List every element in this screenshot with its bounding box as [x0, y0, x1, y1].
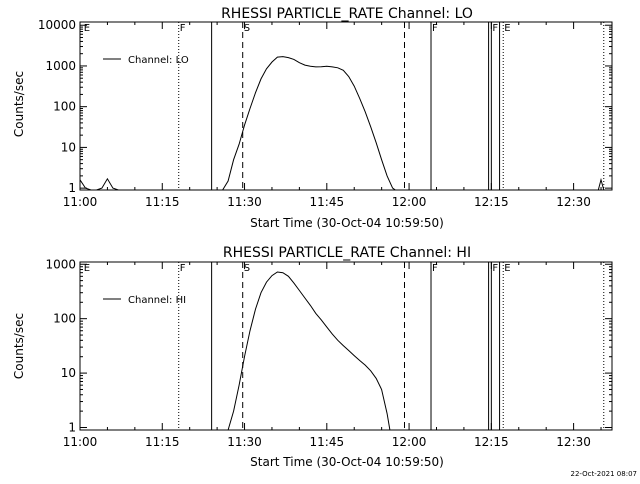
- x-tick-label: 12:15: [474, 195, 509, 209]
- x-tick-label: 11:30: [227, 435, 262, 449]
- flag-label: E: [504, 23, 510, 34]
- x-tick-label: 12:15: [474, 435, 509, 449]
- y-tick-label: 10000: [38, 18, 76, 32]
- flag-label: E: [504, 263, 510, 274]
- x-axis-label: Start Time (30-Oct-04 10:59:50): [250, 455, 444, 469]
- series-line: [79, 56, 605, 191]
- flag-label: S: [244, 23, 250, 34]
- y-tick-label: 1: [68, 421, 76, 435]
- y-tick-label: 10: [61, 366, 76, 380]
- flag-label: S: [244, 263, 250, 274]
- chart-hi: RHESSI PARTICLE_RATE Channel: HI Start T…: [12, 245, 613, 469]
- flag-label: F: [492, 23, 498, 34]
- flag-label: F: [432, 23, 438, 34]
- x-tick-label: 12:00: [392, 195, 427, 209]
- x-tick-label: 12:00: [392, 435, 427, 449]
- x-tick-label: 11:15: [145, 435, 180, 449]
- y-tick-label: 1000: [45, 257, 76, 271]
- plot-frame: [79, 21, 613, 191]
- y-tick-label: 1000: [45, 59, 76, 73]
- x-tick-label: 12:30: [556, 195, 591, 209]
- x-tick-label: 11:45: [310, 195, 345, 209]
- y-tick-label: 10: [61, 140, 76, 154]
- x-axis-label: Start Time (30-Oct-04 10:59:50): [250, 216, 444, 230]
- y-tick-label: 1: [68, 181, 76, 195]
- flag-label: F: [180, 23, 186, 34]
- x-tick-label: 11:15: [145, 195, 180, 209]
- flag-label: E: [84, 23, 90, 34]
- y-axis-label: Counts/sec: [12, 71, 26, 137]
- x-tick-label: 11:00: [63, 435, 98, 449]
- legend-label: Channel: HI: [128, 295, 186, 306]
- y-tick-label: 100: [53, 312, 76, 326]
- flag-label: F: [492, 263, 498, 274]
- flag-label: F: [180, 263, 186, 274]
- flag-label: F: [432, 263, 438, 274]
- legend-label: Channel: LO: [128, 55, 189, 66]
- y-tick-label: 100: [53, 100, 76, 114]
- plot-frame: [79, 261, 613, 431]
- x-tick-label: 11:45: [310, 435, 345, 449]
- x-tick-label: 11:00: [63, 195, 98, 209]
- y-axis-label: Counts/sec: [12, 313, 26, 379]
- chart-lo: RHESSI PARTICLE_RATE Channel: LO Start T…: [12, 6, 613, 230]
- chart-title: RHESSI PARTICLE_RATE Channel: LO: [221, 6, 473, 22]
- x-tick-label: 11:30: [227, 195, 262, 209]
- x-tick-label: 12:30: [556, 435, 591, 449]
- series-line: [80, 271, 612, 431]
- chart-title: RHESSI PARTICLE_RATE Channel: HI: [223, 245, 471, 261]
- footer-timestamp: 22-Oct-2021 08:07: [571, 470, 637, 478]
- flag-label: E: [84, 263, 90, 274]
